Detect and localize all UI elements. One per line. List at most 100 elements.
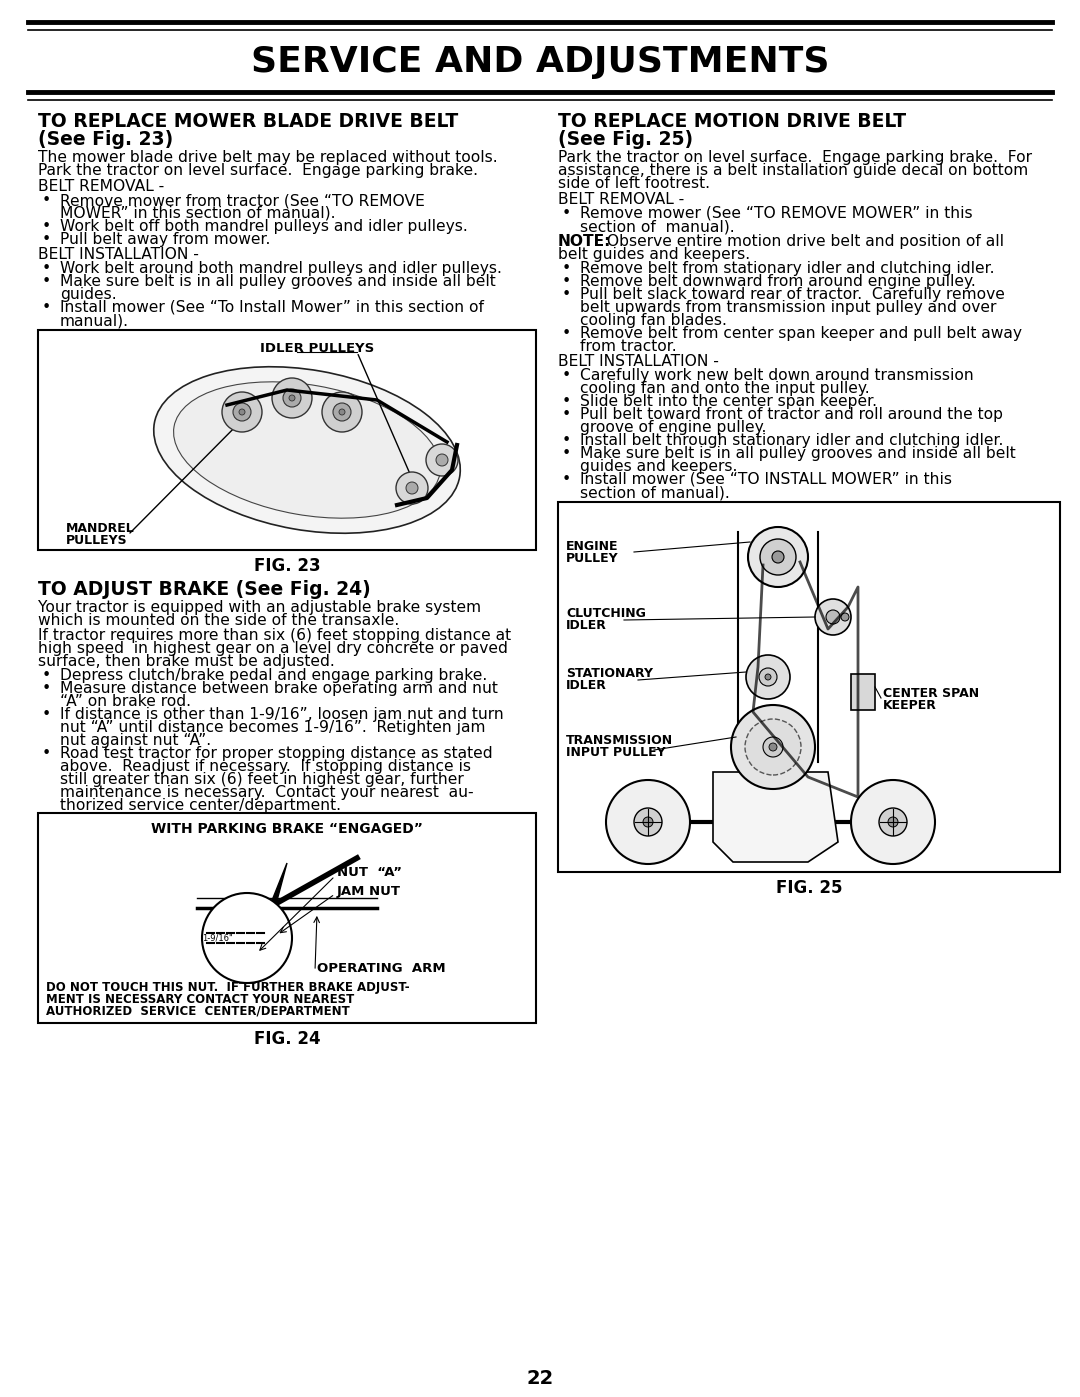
Text: Pull belt toward front of tractor and roll around the top: Pull belt toward front of tractor and ro… — [580, 407, 1003, 422]
Text: Your tractor is equipped with an adjustable brake system: Your tractor is equipped with an adjusta… — [38, 599, 481, 615]
Text: Remove belt from stationary idler and clutching idler.: Remove belt from stationary idler and cl… — [580, 261, 995, 277]
Text: BELT REMOVAL -: BELT REMOVAL - — [558, 191, 685, 207]
Circle shape — [272, 379, 312, 418]
Text: which is mounted on the side of the transaxle.: which is mounted on the side of the tran… — [38, 613, 400, 629]
Text: NUT  “A”: NUT “A” — [337, 866, 402, 880]
Text: PULLEY: PULLEY — [566, 552, 619, 564]
Text: Slide belt into the center span keeper.: Slide belt into the center span keeper. — [580, 394, 877, 409]
Text: KEEPER: KEEPER — [883, 698, 936, 712]
Text: DO NOT TOUCH THIS NUT.  IF FURTHER BRAKE ADJUST-: DO NOT TOUCH THIS NUT. IF FURTHER BRAKE … — [46, 981, 409, 995]
Text: NOTE:: NOTE: — [558, 235, 611, 249]
Text: “A” on brake rod.: “A” on brake rod. — [60, 694, 191, 710]
Circle shape — [606, 780, 690, 863]
Text: Park the tractor on level surface.  Engage parking brake.  For: Park the tractor on level surface. Engag… — [558, 149, 1032, 165]
Text: •: • — [42, 261, 51, 277]
Text: INPUT PULLEY: INPUT PULLEY — [566, 746, 665, 759]
Polygon shape — [239, 863, 287, 983]
Text: •: • — [42, 300, 51, 314]
Text: MANDREL: MANDREL — [66, 521, 135, 535]
Circle shape — [841, 613, 849, 622]
Circle shape — [289, 395, 295, 401]
Text: •: • — [562, 433, 571, 448]
Text: JAM NUT: JAM NUT — [337, 884, 401, 897]
Circle shape — [634, 807, 662, 835]
Circle shape — [762, 738, 783, 757]
Text: still greater than six (6) feet in highest gear, further: still greater than six (6) feet in highe… — [60, 773, 463, 787]
Text: Remove belt downward from around engine pulley.: Remove belt downward from around engine … — [580, 274, 975, 289]
Text: surface, then brake must be adjusted.: surface, then brake must be adjusted. — [38, 654, 335, 669]
Text: CENTER SPAN: CENTER SPAN — [883, 687, 980, 700]
Circle shape — [748, 527, 808, 587]
Text: Carefully work new belt down around transmission: Carefully work new belt down around tran… — [580, 367, 974, 383]
Text: Remove mower from tractor (See “TO REMOVE: Remove mower from tractor (See “TO REMOV… — [60, 193, 424, 208]
Text: IDLER: IDLER — [566, 619, 607, 631]
Text: •: • — [42, 746, 51, 761]
Text: BELT INSTALLATION -: BELT INSTALLATION - — [38, 247, 199, 263]
Text: guides.: guides. — [60, 286, 117, 302]
Text: AUTHORIZED  SERVICE  CENTER/DEPARTMENT: AUTHORIZED SERVICE CENTER/DEPARTMENT — [46, 1004, 350, 1018]
Text: Remove belt from center span keeper and pull belt away: Remove belt from center span keeper and … — [580, 326, 1022, 341]
Circle shape — [339, 409, 345, 415]
Circle shape — [233, 402, 251, 420]
Text: CLUTCHING: CLUTCHING — [566, 608, 646, 620]
Ellipse shape — [153, 367, 460, 534]
Circle shape — [406, 482, 418, 495]
Bar — [558, 502, 1059, 872]
Text: guides and keepers.: guides and keepers. — [580, 460, 738, 474]
Text: manual).: manual). — [60, 313, 129, 328]
Polygon shape — [713, 773, 838, 862]
Text: belt guides and keepers.: belt guides and keepers. — [558, 247, 751, 263]
Text: PULLEYS: PULLEYS — [66, 534, 127, 546]
Text: •: • — [42, 274, 51, 289]
Text: section of manual).: section of manual). — [580, 485, 730, 500]
Text: Make sure belt is in all pulley grooves and inside all belt: Make sure belt is in all pulley grooves … — [60, 274, 496, 289]
Circle shape — [731, 705, 815, 789]
Circle shape — [760, 539, 796, 576]
Circle shape — [772, 550, 784, 563]
Circle shape — [396, 472, 428, 504]
Circle shape — [826, 610, 840, 624]
Text: •: • — [562, 472, 571, 488]
Text: WITH PARKING BRAKE “ENGAGED”: WITH PARKING BRAKE “ENGAGED” — [151, 821, 423, 835]
Bar — [38, 813, 536, 1023]
Text: Pull belt slack toward rear of tractor.  Carefully remove: Pull belt slack toward rear of tractor. … — [580, 286, 1004, 302]
Text: FIG. 25: FIG. 25 — [775, 879, 842, 897]
Text: SERVICE AND ADJUSTMENTS: SERVICE AND ADJUSTMENTS — [251, 45, 829, 80]
Circle shape — [769, 743, 777, 752]
Text: (See Fig. 25): (See Fig. 25) — [558, 130, 693, 149]
Text: 22: 22 — [526, 1369, 554, 1387]
Text: nut “A” until distance becomes 1-9/16”.  Retighten jam: nut “A” until distance becomes 1-9/16”. … — [60, 719, 486, 735]
Text: •: • — [42, 193, 51, 208]
Text: IDLER PULLEYS: IDLER PULLEYS — [260, 341, 374, 355]
Text: •: • — [562, 407, 571, 422]
Text: Park the tractor on level surface.  Engage parking brake.: Park the tractor on level surface. Engag… — [38, 163, 478, 177]
Text: BELT INSTALLATION -: BELT INSTALLATION - — [558, 353, 719, 369]
Text: Install mower (See “To Install Mower” in this section of: Install mower (See “To Install Mower” in… — [60, 300, 484, 314]
Circle shape — [322, 393, 362, 432]
Text: •: • — [42, 707, 51, 722]
Circle shape — [851, 780, 935, 863]
Text: Work belt off both mandrel pulleys and idler pulleys.: Work belt off both mandrel pulleys and i… — [60, 219, 468, 235]
Text: •: • — [562, 446, 571, 461]
Text: thorized service center/department.: thorized service center/department. — [60, 798, 341, 813]
Text: •: • — [42, 680, 51, 696]
Text: Install mower (See “TO INSTALL MOWER” in this: Install mower (See “TO INSTALL MOWER” in… — [580, 472, 951, 488]
Circle shape — [745, 719, 801, 775]
Text: cooling fan blades.: cooling fan blades. — [580, 313, 727, 328]
Text: (See Fig. 23): (See Fig. 23) — [38, 130, 173, 149]
Text: 1-9/16": 1-9/16" — [202, 933, 232, 943]
Text: high speed  in highest gear on a level dry concrete or paved: high speed in highest gear on a level dr… — [38, 641, 508, 657]
Text: Work belt around both mandrel pulleys and idler pulleys.: Work belt around both mandrel pulleys an… — [60, 261, 502, 277]
Circle shape — [765, 673, 771, 680]
Text: If tractor requires more than six (6) feet stopping distance at: If tractor requires more than six (6) fe… — [38, 629, 511, 643]
Text: •: • — [562, 286, 571, 302]
Circle shape — [879, 807, 907, 835]
Circle shape — [426, 444, 458, 476]
Text: maintenance is necessary.  Contact your nearest  au-: maintenance is necessary. Contact your n… — [60, 785, 474, 800]
Circle shape — [333, 402, 351, 420]
Text: TO REPLACE MOWER BLADE DRIVE BELT: TO REPLACE MOWER BLADE DRIVE BELT — [38, 112, 458, 131]
Circle shape — [888, 817, 897, 827]
Text: OPERATING  ARM: OPERATING ARM — [318, 961, 446, 975]
Text: above.  Readjust if necessary.  If stopping distance is: above. Readjust if necessary. If stoppin… — [60, 759, 471, 774]
Text: •: • — [562, 326, 571, 341]
